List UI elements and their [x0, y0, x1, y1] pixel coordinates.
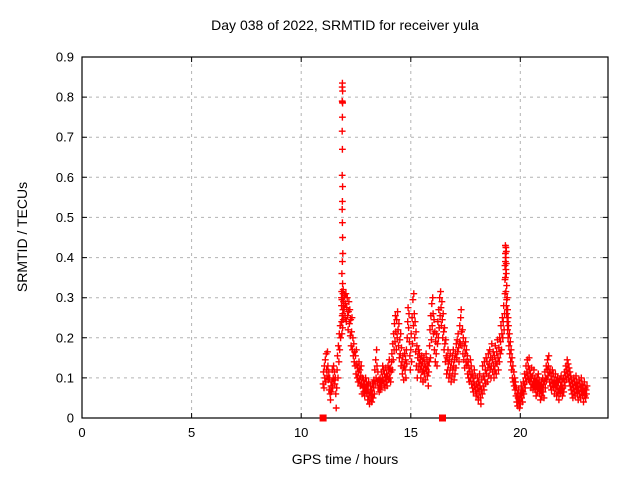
x-tick-label: 20 — [513, 425, 527, 440]
y-tick-label: 0.8 — [56, 90, 74, 105]
chart-title: Day 038 of 2022, SRMTID for receiver yul… — [211, 17, 479, 33]
y-tick-label: 0.5 — [56, 210, 74, 225]
y-tick-label: 0.2 — [56, 330, 74, 345]
y-tick-label: 0.6 — [56, 170, 74, 185]
x-tick-label: 0 — [78, 425, 85, 440]
y-tick-label: 0.7 — [56, 130, 74, 145]
x-tick-label: 5 — [188, 425, 195, 440]
x-tick-label: 10 — [294, 425, 308, 440]
plot-border — [81, 56, 609, 419]
y-tick-label: 0.3 — [56, 290, 74, 305]
square-marker-axis-markers — [439, 414, 446, 422]
x-axis-label: GPS time / hours — [291, 451, 399, 467]
y-tick-label: 0.9 — [56, 50, 74, 65]
square-marker-axis-markers — [319, 414, 327, 422]
y-tick-label: 0.4 — [56, 250, 74, 265]
scatter-points-srmtid — [319, 79, 591, 412]
x-tick-label: 15 — [404, 425, 418, 440]
y-tick-label: 0.1 — [56, 370, 74, 385]
y-tick-label: 0 — [67, 411, 74, 426]
